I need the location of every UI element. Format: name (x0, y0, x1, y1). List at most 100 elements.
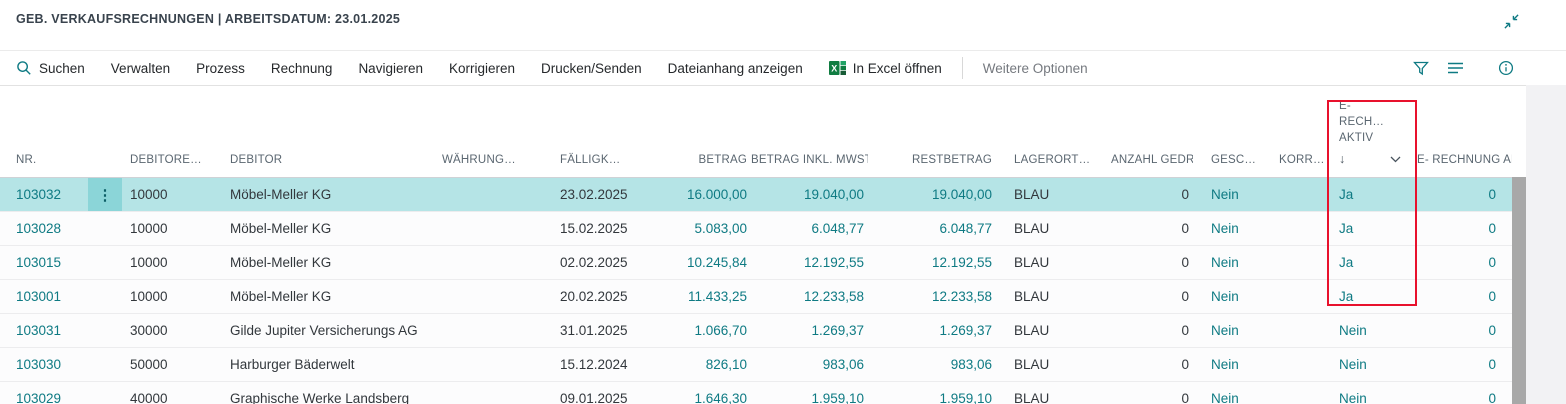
betrag-inkl-mwst-link[interactable]: 19.040,00 (803, 187, 864, 202)
col-header-betrag[interactable]: BETRAG (698, 153, 747, 166)
menu-prozess[interactable]: Prozess (196, 60, 245, 76)
erechnung-gesendet-link[interactable]: 0 (1488, 221, 1496, 236)
betrag-link[interactable]: 826,10 (705, 357, 747, 372)
betrag-link[interactable]: 1.066,70 (694, 323, 747, 338)
restbetrag-link[interactable]: 1.269,37 (939, 323, 992, 338)
col-header-lagerort[interactable]: LAGERORT… (1014, 153, 1091, 166)
restbetrag-link[interactable]: 983,06 (950, 357, 992, 372)
cell-lagerort: BLAU (1014, 357, 1050, 372)
info-icon (1498, 60, 1514, 76)
cell-faelligkeit: 15.02.2025 (560, 221, 628, 236)
erechnung-aktiv-link[interactable]: Ja (1339, 255, 1354, 270)
invoice-number-link[interactable]: 103029 (16, 391, 62, 404)
info-button[interactable] (1498, 60, 1514, 76)
menu-korrigieren[interactable]: Korrigieren (448, 60, 516, 76)
erechnung-gesendet-link[interactable]: 0 (1488, 187, 1496, 202)
page-title: GEB. VERKAUFSRECHNUNGEN | ARBEITSDATUM: … (16, 12, 401, 26)
invoice-number-link[interactable]: 103001 (16, 289, 62, 304)
erechnung-aktiv-link[interactable]: Ja (1339, 289, 1354, 304)
filter-button[interactable] (1413, 61, 1429, 76)
gesc-link[interactable]: Nein (1211, 357, 1239, 372)
betrag-inkl-mwst-link[interactable]: 1.959,10 (811, 391, 864, 404)
invoice-number-link[interactable]: 103028 (16, 221, 62, 236)
invoice-number-link[interactable]: 103032 (16, 187, 62, 202)
erechnung-aktiv-link[interactable]: Ja (1339, 187, 1354, 202)
menu-verwalten[interactable]: Verwalten (110, 60, 171, 76)
cell-debitor: Harburger Bäderwelt (230, 357, 355, 372)
col-header-korr[interactable]: KORR… (1279, 153, 1325, 166)
row-menu-button[interactable]: ⋮ (88, 178, 122, 211)
col-header-betrag-inkl-mwst[interactable]: BETRAG INKL. MWST. (751, 153, 868, 166)
table-row[interactable]: 103001 10000 Möbel-Meller KG 20.02.2025 … (0, 280, 1512, 314)
col-header-erechnung-gesendet[interactable]: E- RECHNUNG ANZAHL GESENDET (1417, 153, 1512, 166)
col-header-erechnung-aktiv[interactable]: E- RECH… AKTIV ↓ (1327, 98, 1417, 177)
vertical-scrollbar[interactable] (1512, 177, 1526, 404)
gesc-link[interactable]: Nein (1211, 391, 1239, 404)
betrag-link[interactable]: 1.646,30 (694, 391, 747, 404)
gesc-link[interactable]: Nein (1211, 323, 1239, 338)
col-header-restbetrag[interactable]: RESTBETRAG (912, 153, 992, 166)
restbetrag-link[interactable]: 1.959,10 (939, 391, 992, 404)
menu-drucken-senden[interactable]: Drucken/Senden (541, 60, 642, 76)
erechnung-gesendet-link[interactable]: 0 (1488, 289, 1496, 304)
betrag-inkl-mwst-link[interactable]: 1.269,37 (811, 323, 864, 338)
erechnung-aktiv-link[interactable]: Nein (1339, 391, 1367, 404)
col-header-debitor-nr[interactable]: DEBITORE… (130, 153, 202, 166)
erechnung-aktiv-link[interactable]: Nein (1339, 323, 1367, 338)
cell-anzahl-gedruckt: 0 (1181, 255, 1189, 270)
more-options-button[interactable]: Weitere Optionen (982, 60, 1088, 76)
col-header-gesc[interactable]: GESC… (1211, 153, 1257, 166)
betrag-link[interactable]: 16.000,00 (686, 187, 747, 202)
col-header-faelligkeit[interactable]: FÄLLIGK… (560, 153, 621, 166)
betrag-inkl-mwst-link[interactable]: 6.048,77 (811, 221, 864, 236)
table-row[interactable]: 103029 40000 Graphische Werke Landsberg … (0, 382, 1512, 404)
erechnung-gesendet-link[interactable]: 0 (1488, 323, 1496, 338)
erechnung-gesendet-link[interactable]: 0 (1488, 391, 1496, 404)
erechnung-gesendet-link[interactable]: 0 (1488, 357, 1496, 372)
cell-lagerort: BLAU (1014, 221, 1050, 236)
gesc-link[interactable]: Nein (1211, 289, 1239, 304)
cell-faelligkeit: 15.12.2024 (560, 357, 628, 372)
menu-dateianhang-anzeigen[interactable]: Dateianhang anzeigen (667, 60, 803, 76)
cell-debitor-nr: 10000 (130, 289, 168, 304)
erechnung-gesendet-link[interactable]: 0 (1488, 255, 1496, 270)
table-row[interactable]: 103032 ⋮ 10000 Möbel-Meller KG 23.02.202… (0, 178, 1512, 212)
gesc-link[interactable]: Nein (1211, 187, 1239, 202)
table-row[interactable]: 103015 10000 Möbel-Meller KG 02.02.2025 … (0, 246, 1512, 280)
restbetrag-link[interactable]: 12.233,58 (931, 289, 992, 304)
table-row[interactable]: 103031 30000 Gilde Jupiter Versicherungs… (0, 314, 1512, 348)
col-header-waehrung[interactable]: WÄHRUNG… (442, 153, 516, 166)
table-row[interactable]: 103028 10000 Möbel-Meller KG 15.02.2025 … (0, 212, 1512, 246)
col-header-debitor[interactable]: DEBITOR (230, 153, 283, 166)
search-button[interactable]: Suchen (16, 60, 85, 76)
betrag-inkl-mwst-link[interactable]: 12.233,58 (803, 289, 864, 304)
betrag-link[interactable]: 5.083,00 (694, 221, 747, 236)
restbetrag-link[interactable]: 19.040,00 (931, 187, 992, 202)
col-header-nr[interactable]: NR. (16, 153, 37, 166)
betrag-link[interactable]: 11.433,25 (687, 289, 747, 304)
search-icon (17, 61, 31, 75)
erechnung-aktiv-link[interactable]: Nein (1339, 357, 1367, 372)
invoice-number-link[interactable]: 103015 (16, 255, 62, 270)
gesc-link[interactable]: Nein (1211, 255, 1239, 270)
invoice-number-link[interactable]: 103030 (16, 357, 62, 372)
chevron-down-icon[interactable] (1390, 156, 1401, 163)
betrag-inkl-mwst-link[interactable]: 983,06 (822, 357, 864, 372)
collapse-page-button[interactable] (1503, 13, 1520, 33)
view-options-button[interactable] (1447, 61, 1464, 75)
erechnung-aktiv-link[interactable]: Ja (1339, 221, 1354, 236)
restbetrag-link[interactable]: 6.048,77 (939, 221, 992, 236)
svg-text:X: X (831, 64, 837, 74)
restbetrag-link[interactable]: 12.192,55 (931, 255, 992, 270)
col-header-anzahl-gedruckt[interactable]: ANZAHL GEDRUCKT (1111, 153, 1193, 166)
gesc-link[interactable]: Nein (1211, 221, 1239, 236)
betrag-link[interactable]: 10.245,84 (686, 255, 747, 270)
betrag-inkl-mwst-link[interactable]: 12.192,55 (803, 255, 864, 270)
invoice-number-link[interactable]: 103031 (16, 323, 62, 338)
open-in-excel-button[interactable]: X In Excel öffnen (828, 60, 942, 76)
menu-rechnung[interactable]: Rechnung (270, 60, 333, 76)
cell-anzahl-gedruckt: 0 (1181, 221, 1189, 236)
table-row[interactable]: 103030 50000 Harburger Bäderwelt 15.12.2… (0, 348, 1512, 382)
menu-navigieren[interactable]: Navigieren (358, 60, 423, 76)
